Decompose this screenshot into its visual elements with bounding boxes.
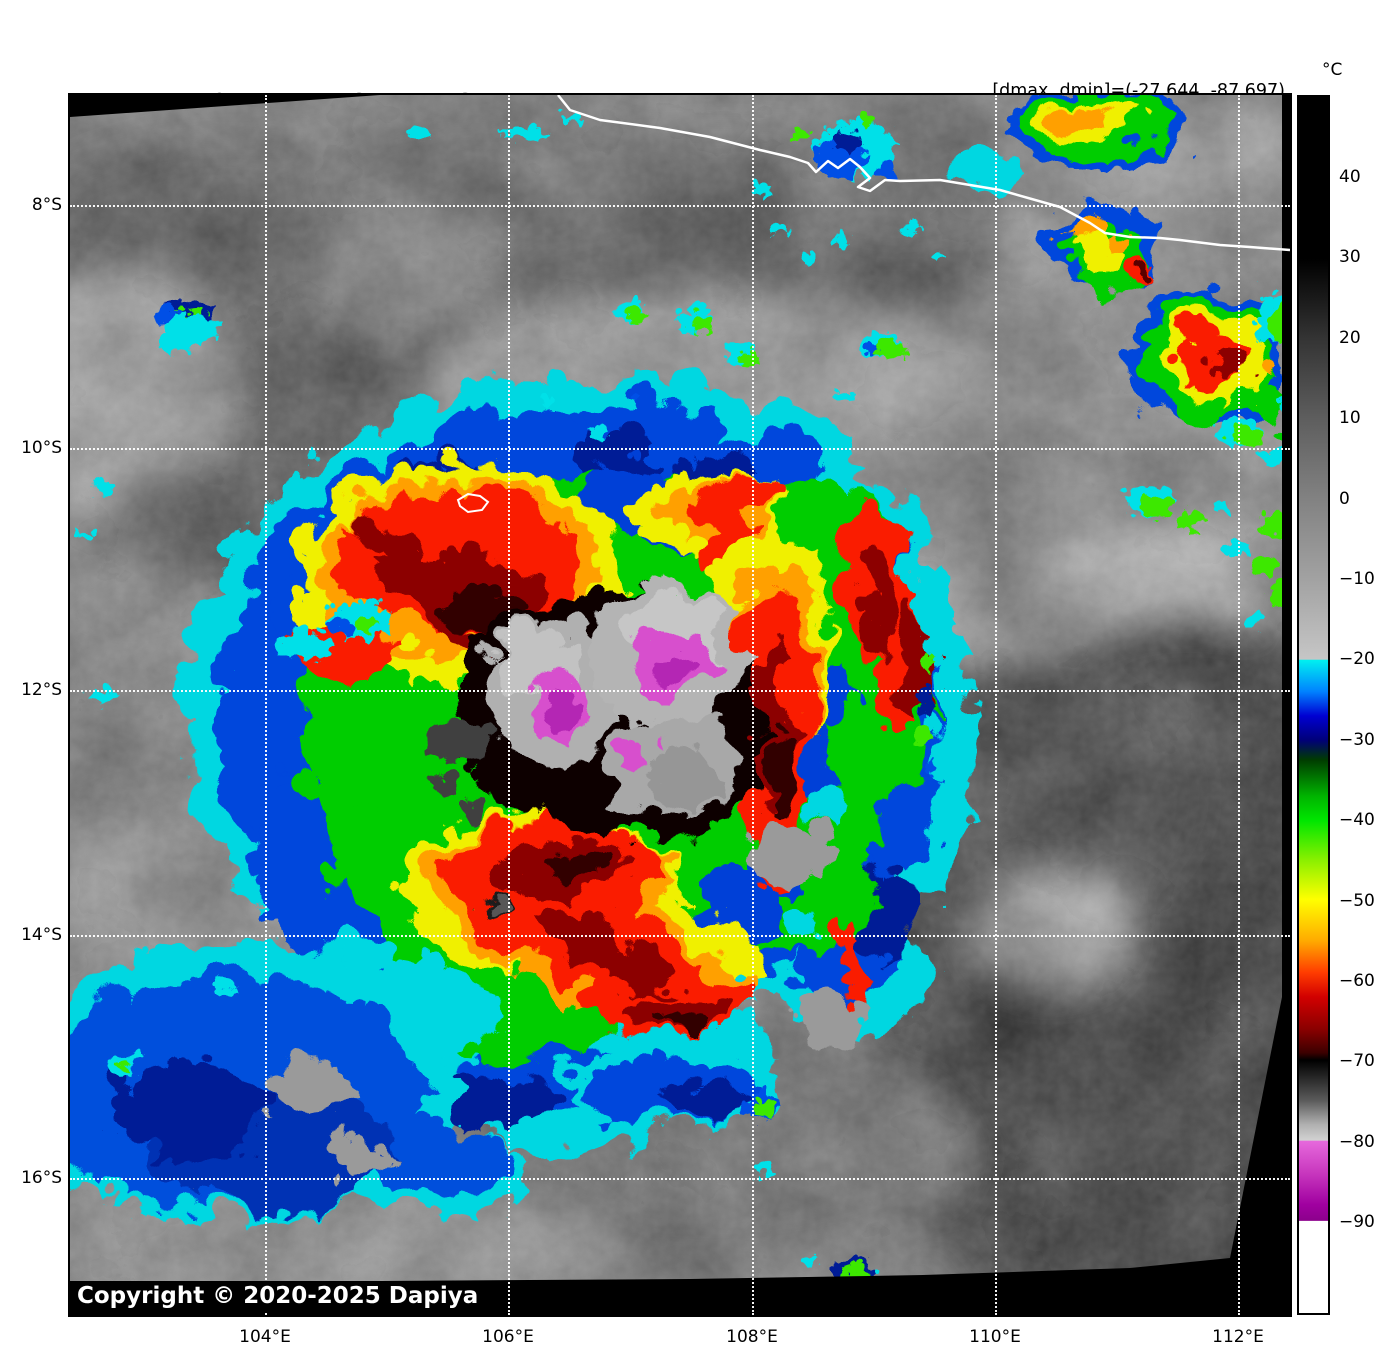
lon-axis-label: 112°E (1212, 1327, 1264, 1347)
colorbar-gradient (1299, 97, 1328, 1313)
colorbar-unit-label: °C (1322, 60, 1343, 80)
overshooting-tops (445, 577, 755, 822)
lon-axis-label: 108°E (726, 1327, 778, 1347)
colorbar-tick-label: −10 (1339, 569, 1375, 589)
lat-axis-label: 10°S (21, 438, 62, 458)
colorbar-tick-label: −20 (1339, 649, 1375, 669)
colorbar-tick-label: −80 (1339, 1132, 1375, 1152)
colorbar-tick-label: 10 (1339, 408, 1361, 428)
colorbar-tick-label: −40 (1339, 810, 1375, 830)
colorbar-tick-label: 20 (1339, 328, 1361, 348)
colorbar-tick-label: 30 (1339, 247, 1361, 267)
lat-axis-label: 14°S (21, 925, 62, 945)
colorbar-tick-label: −70 (1339, 1051, 1375, 1071)
lat-axis-label: 8°S (31, 195, 62, 215)
lon-axis-label: 106°E (482, 1327, 534, 1347)
colorbar-tick-label: −30 (1339, 730, 1375, 750)
lon-axis-label: 104°E (239, 1327, 291, 1347)
colorbar (1297, 95, 1330, 1315)
copyright-badge: Copyright © 2020-2025 Dapiya (70, 1281, 493, 1312)
colorbar-tick-label: −60 (1339, 971, 1375, 991)
colorbar-tick-label: −90 (1339, 1212, 1375, 1232)
cold-cloud-speckles (70, 107, 1290, 1295)
lat-axis-label: 16°S (21, 1168, 62, 1188)
southwest-cloud-band (70, 930, 775, 1210)
satellite-map: Copyright © 2020-2025 Dapiya (70, 95, 1290, 1315)
colorbar-tick-label: 40 (1339, 167, 1361, 187)
christmas-island-outline (456, 492, 490, 514)
coastline-java (557, 95, 1290, 252)
satellite-image (70, 95, 1290, 1315)
colorbar-tick-label: −50 (1339, 891, 1375, 911)
lat-axis-label: 12°S (21, 680, 62, 700)
colorbar-tick-label: 0 (1339, 489, 1350, 509)
northeast-convective-cells (940, 95, 1290, 437)
lon-axis-label: 110°E (969, 1327, 1021, 1347)
